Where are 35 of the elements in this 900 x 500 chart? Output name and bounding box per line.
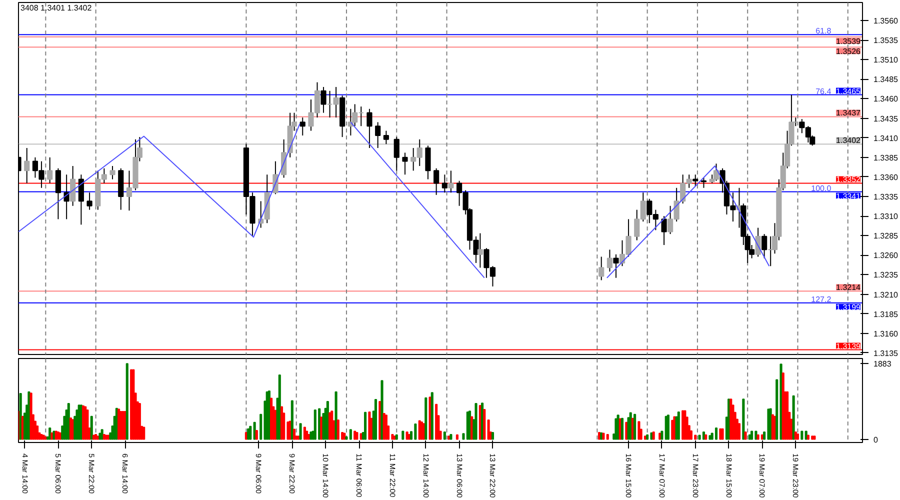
y-tick-label: 1.3210 xyxy=(874,290,899,300)
y-tick-label: 1.3535 xyxy=(874,36,899,46)
y-tick-label: 1.3235 xyxy=(874,270,899,280)
y-tick-label: 1.3485 xyxy=(874,75,899,84)
y-tick-label: 1883 xyxy=(874,360,892,369)
y-tick-label: 1.3510 xyxy=(874,56,899,65)
ref-line-label: 1.3539 xyxy=(836,36,862,46)
annotation: 61.8 xyxy=(816,26,832,36)
y-tick-label: 1.3310 xyxy=(874,212,899,222)
ref-line-label: 1.3214 xyxy=(836,283,862,292)
y-tick-label: 1.3135 xyxy=(874,348,899,358)
y-tick-label: 1.3435 xyxy=(874,114,899,124)
y-tick-label: 1.3410 xyxy=(874,134,899,143)
ref-line-label: 1.3526 xyxy=(836,47,862,56)
y-tick-label: 1.3285 xyxy=(874,232,899,241)
ref-line-label: 1.3352 xyxy=(836,175,862,184)
y-tick-label: 0 xyxy=(874,435,878,444)
ref-line-label: 1.3465 xyxy=(836,86,862,96)
y-tick-label: 1.3385 xyxy=(874,153,899,162)
ref-line-label: 1.3402 xyxy=(836,136,862,146)
y-tick-label: 1.3160 xyxy=(874,329,899,338)
y-tick-label: 1.3335 xyxy=(874,192,899,202)
y-tick-label: 1.3260 xyxy=(874,251,899,260)
annotation: 127.2 xyxy=(811,294,832,304)
ref-line-label: 1.3139 xyxy=(836,342,862,351)
ref-line-label: 1.3341 xyxy=(836,192,862,201)
annotation: 76.4 xyxy=(816,86,832,96)
y-tick-label: 1.3460 xyxy=(874,94,899,104)
chart-title: 3408 1.3401 1.3402 xyxy=(20,4,92,12)
annotation: 100.0 xyxy=(811,184,832,193)
y-tick-label: 1.3360 xyxy=(874,172,899,182)
y-tick-label: 1.3560 xyxy=(874,16,899,26)
ref-line-label: 1.3199 xyxy=(836,302,862,312)
ref-line-label: 1.3437 xyxy=(836,108,862,118)
y-tick-label: 1.3185 xyxy=(874,310,899,319)
